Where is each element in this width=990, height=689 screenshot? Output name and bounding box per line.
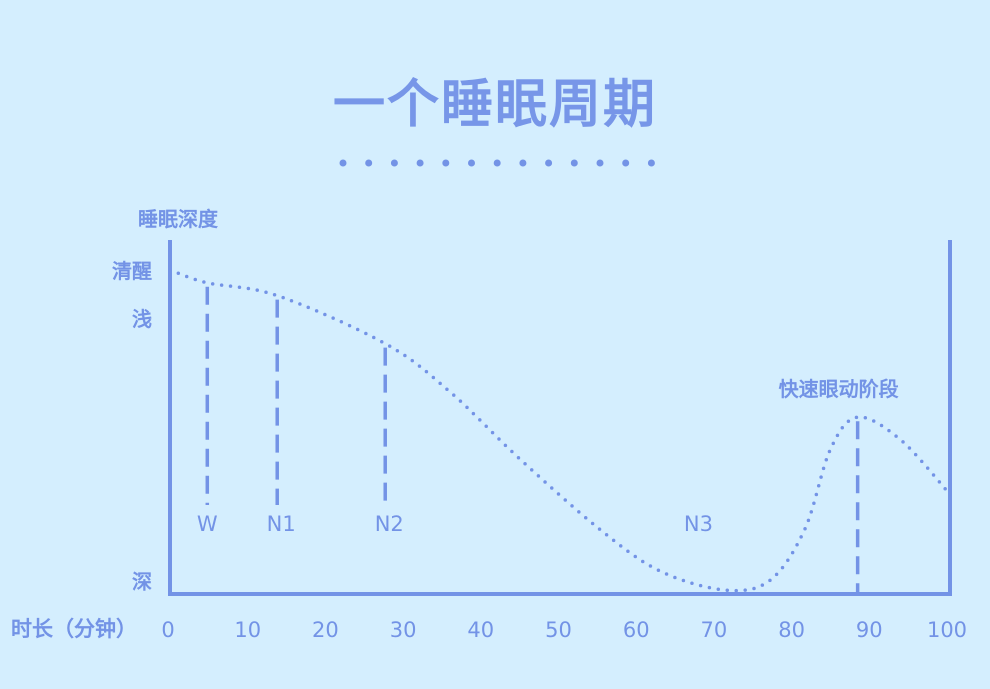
stage-label: N1 — [267, 512, 296, 536]
stage-label: 快速眼动阶段 — [779, 377, 899, 401]
title-divider-dots — [339, 159, 655, 167]
y-level-label: 清醒 — [112, 259, 152, 283]
x-tick-label: 70 — [701, 618, 728, 642]
divider-dot — [339, 159, 347, 167]
x-tick-label: 40 — [467, 618, 494, 642]
x-tick-label: 20 — [312, 618, 339, 642]
x-tick-label: 0 — [161, 618, 174, 642]
x-tick-label: 50 — [545, 618, 572, 642]
divider-dot — [493, 159, 501, 167]
stage-label: N2 — [375, 512, 404, 536]
x-tick-label: 80 — [778, 618, 805, 642]
x-tick-label: 100 — [927, 618, 967, 642]
x-tick-label: 60 — [623, 618, 650, 642]
y-axis-label: 睡眠深度 — [138, 207, 219, 231]
divider-dot — [468, 159, 475, 167]
divider-dot — [390, 159, 398, 167]
x-tick-label: 30 — [390, 618, 417, 642]
divider-dot — [416, 159, 424, 167]
divider-dot — [365, 159, 373, 167]
divider-dot — [570, 159, 578, 167]
y-level-label: 深 — [132, 569, 152, 593]
sleep-depth-curve — [168, 268, 949, 593]
y-level-label: 浅 — [132, 307, 152, 331]
page-title: 一个睡眠周期 — [332, 75, 657, 135]
divider-dot — [622, 159, 630, 167]
divider-dot — [519, 159, 527, 167]
stage-label: N3 — [684, 512, 713, 536]
divider-dot — [596, 159, 604, 167]
divider-dot — [647, 159, 655, 167]
stage-label: W — [197, 512, 218, 536]
x-tick-label: 90 — [856, 618, 883, 642]
x-axis-label: 时长（分钟） — [11, 617, 137, 641]
divider-dot — [545, 159, 553, 167]
x-tick-label: 10 — [234, 618, 261, 642]
divider-dot — [442, 159, 450, 167]
